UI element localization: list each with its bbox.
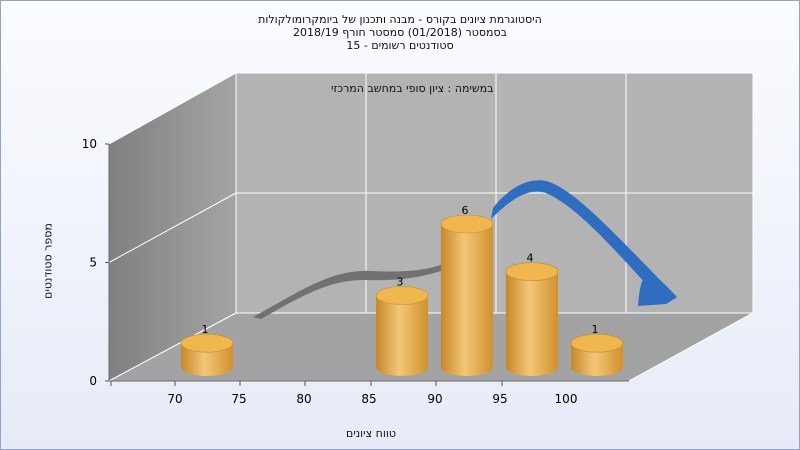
bar: 4	[505, 252, 559, 376]
bar-body	[376, 295, 428, 376]
bar-data-label: 6	[462, 204, 469, 217]
curve-ribbon-gray	[253, 263, 446, 319]
x-tick-label: 70	[167, 392, 182, 406]
y-tick-label: 5	[89, 256, 97, 270]
bar-top	[505, 262, 559, 281]
bar: 6	[440, 204, 494, 376]
chart-title-line-1: היסטוגרמת ציונים בקורס - מבנה ותכנון של …	[258, 13, 542, 26]
x-tick-label: 95	[492, 392, 507, 406]
bar-data-label: 1	[202, 323, 209, 336]
bar-data-label: 3	[397, 276, 404, 289]
chart-title-line-3: סטודנטים רשומים - 15	[346, 39, 454, 52]
chart-title-line-2: בסמסטר (01/2018) סמסטר חורף 2018/19	[293, 26, 507, 39]
x-axis-label: טווח ציונים	[346, 427, 396, 440]
bar-data-label: 4	[527, 252, 534, 265]
x-tick-label: 75	[231, 392, 246, 406]
bar-top	[375, 286, 429, 305]
bar: 1	[570, 323, 624, 376]
y-tick-label: 10	[82, 137, 97, 151]
bar-top	[180, 333, 234, 353]
chart-subtitle: במשימה : ציון סופי במחשב המרכזי	[331, 82, 494, 95]
x-tick-label: 80	[296, 392, 311, 406]
bar-body	[506, 271, 558, 376]
x-tick-label: 90	[427, 392, 442, 406]
curve-ribbon-blue-end	[638, 274, 677, 306]
bar-top	[440, 214, 494, 234]
bar: 1	[180, 323, 234, 376]
bar-data-label: 1	[592, 323, 599, 336]
y-axis-label: מספר סטודנטים	[41, 223, 55, 299]
gridline-horizontal	[108, 192, 237, 263]
x-tick-label: 85	[361, 392, 376, 406]
x-tick-label: 100	[555, 392, 578, 406]
y-tick-label: 0	[89, 374, 97, 388]
bar-body	[181, 343, 233, 376]
bar: 3	[375, 276, 429, 376]
bar-top	[570, 333, 624, 353]
bar-body	[571, 343, 623, 376]
bar-body	[441, 224, 493, 376]
